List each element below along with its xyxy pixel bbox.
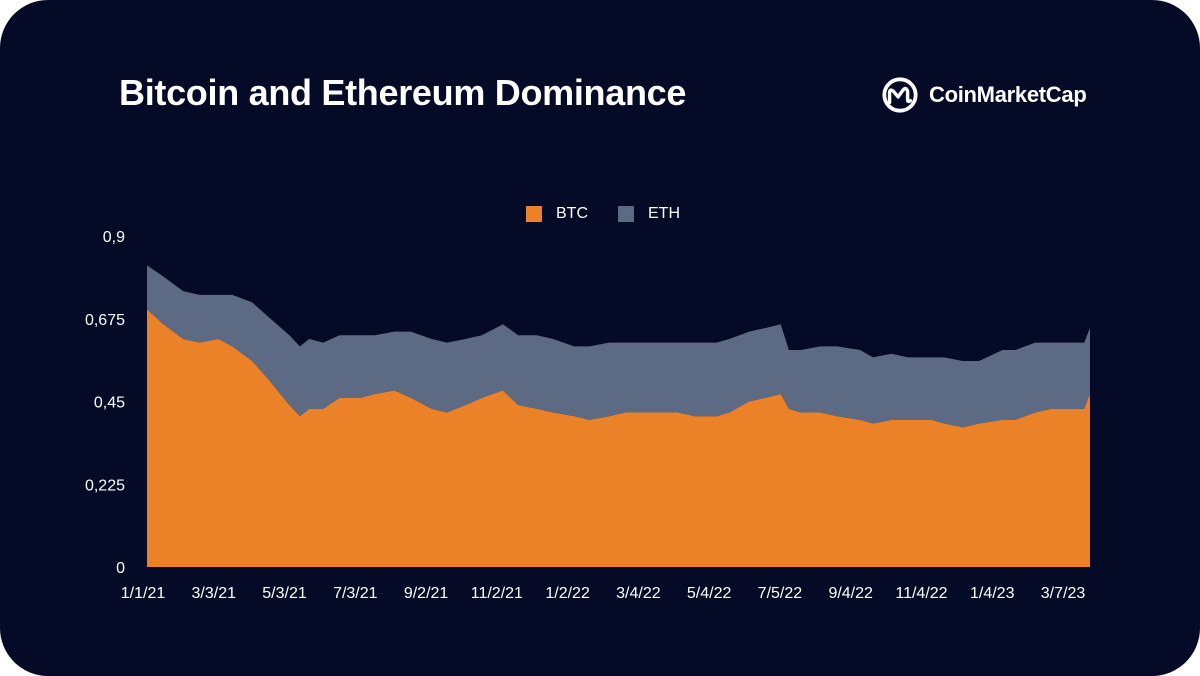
y-tick-label: 0,9 bbox=[103, 229, 125, 246]
x-tick-label: 3/7/23 bbox=[1041, 585, 1086, 602]
coinmarketcap-logo-icon bbox=[882, 77, 918, 113]
legend-swatch-eth bbox=[618, 206, 634, 222]
y-tick-label: 0 bbox=[116, 560, 125, 577]
x-tick-label: 9/4/22 bbox=[828, 585, 873, 602]
legend-label-btc: BTC bbox=[556, 205, 588, 222]
x-tick-label: 1/1/21 bbox=[121, 585, 166, 602]
x-tick-label: 3/4/22 bbox=[616, 585, 661, 602]
x-tick-label: 9/2/21 bbox=[404, 585, 449, 602]
chart-title: Bitcoin and Ethereum Dominance bbox=[119, 72, 687, 113]
legend-swatch-btc bbox=[526, 206, 542, 222]
series-area-btc bbox=[147, 309, 1090, 567]
x-tick-label: 7/3/21 bbox=[333, 585, 378, 602]
x-tick-label: 1/4/23 bbox=[970, 585, 1015, 602]
y-tick-label: 0,225 bbox=[85, 477, 125, 494]
x-tick-label: 5/3/21 bbox=[262, 585, 307, 602]
chart-areas bbox=[147, 265, 1090, 567]
series-area-eth bbox=[147, 265, 1090, 428]
legend-item-eth: ETH bbox=[618, 205, 680, 223]
brand-logo: CoinMarketCap bbox=[881, 76, 1087, 114]
legend-item-btc: BTC bbox=[526, 205, 588, 223]
x-axis-ticks: 1/1/21 3/3/21 5/3/21 7/3/21 9/2/21 11/2/21 1/2… bbox=[121, 585, 1086, 602]
x-tick-label: 3/3/21 bbox=[192, 585, 237, 602]
legend-label-eth: ETH bbox=[648, 205, 680, 222]
chart-legend: BTC ETH bbox=[526, 205, 680, 223]
x-tick-label: 11/4/22 bbox=[895, 585, 947, 602]
x-tick-label: 7/5/22 bbox=[758, 585, 803, 602]
brand-name: CoinMarketCap bbox=[929, 82, 1087, 107]
x-tick-label: 1/2/22 bbox=[545, 585, 590, 602]
y-axis-ticks: 0 0,225 0,45 0,675 0,9 bbox=[85, 229, 125, 577]
x-tick-label: 5/4/22 bbox=[687, 585, 732, 602]
x-tick-label: 11/2/21 bbox=[471, 585, 523, 602]
y-tick-label: 0,675 bbox=[85, 312, 125, 329]
y-tick-label: 0,45 bbox=[94, 395, 125, 412]
